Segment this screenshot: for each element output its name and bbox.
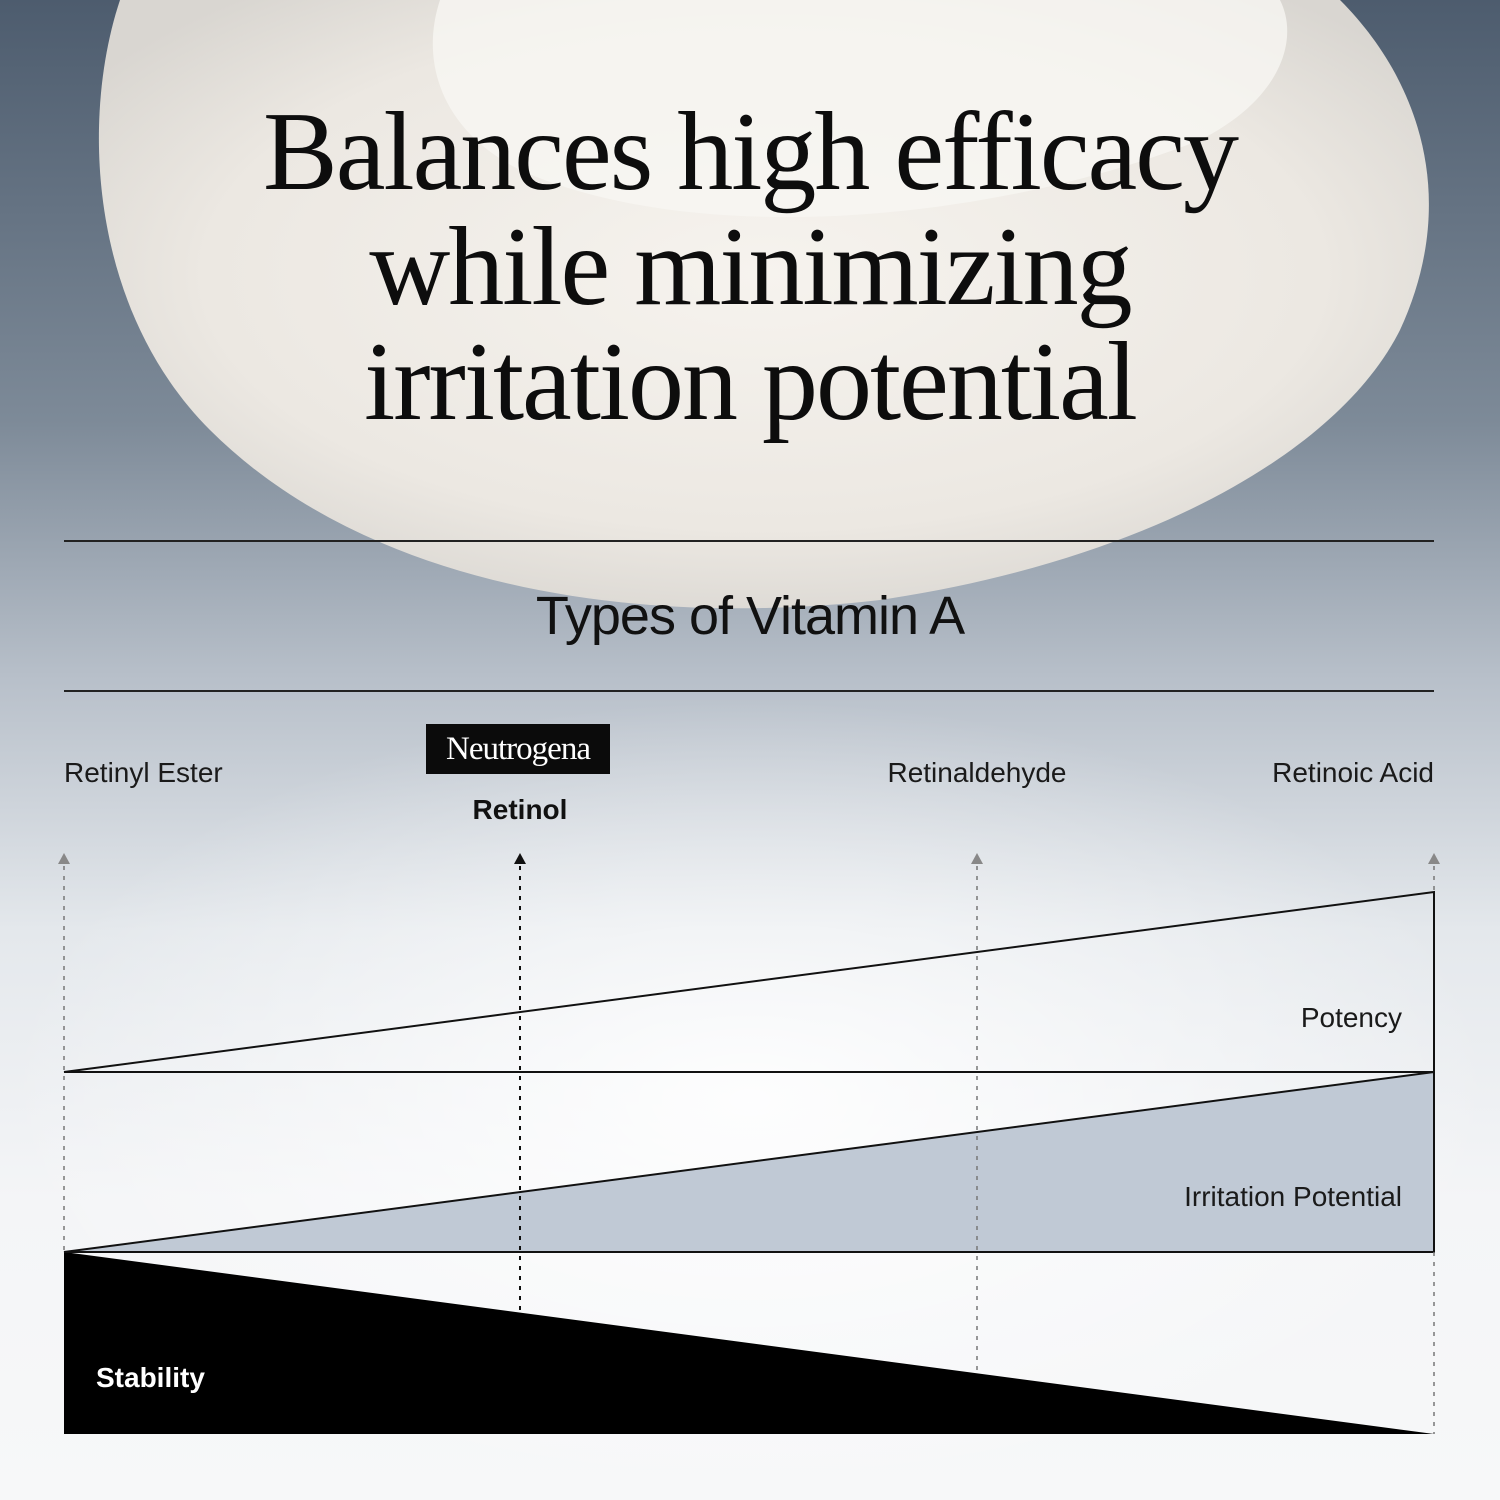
- headline-line: while minimizing: [369, 205, 1132, 329]
- irritation-label: Irritation Potential: [1184, 1181, 1402, 1212]
- section-title: Types of Vitamin A: [535, 586, 965, 646]
- irritation-band: [63, 1070, 1435, 1253]
- potency-band: [63, 890, 1435, 1073]
- potency-label: Potency: [1300, 1002, 1402, 1033]
- type-markers: [58, 853, 1440, 1434]
- headline: Balances high efficacy while minimizing …: [0, 95, 1500, 440]
- divider-top: [64, 540, 1434, 542]
- type-label-retinoic-acid: Retinoic Acid: [1272, 757, 1434, 788]
- neutrogena-logo: Neutrogena: [426, 724, 610, 774]
- stability-label: Stability: [96, 1362, 205, 1393]
- divider-bottom: [64, 690, 1434, 692]
- headline-line: irritation potential: [364, 320, 1138, 444]
- type-label-retinol: Retinol: [472, 794, 568, 825]
- stability-band: [64, 1252, 1434, 1434]
- type-label-retinaldehyde: Retinaldehyde: [887, 757, 1067, 788]
- type-label-retinyl-ester: Retinyl Ester: [64, 757, 223, 788]
- headline-line: Balances high efficacy: [263, 90, 1239, 214]
